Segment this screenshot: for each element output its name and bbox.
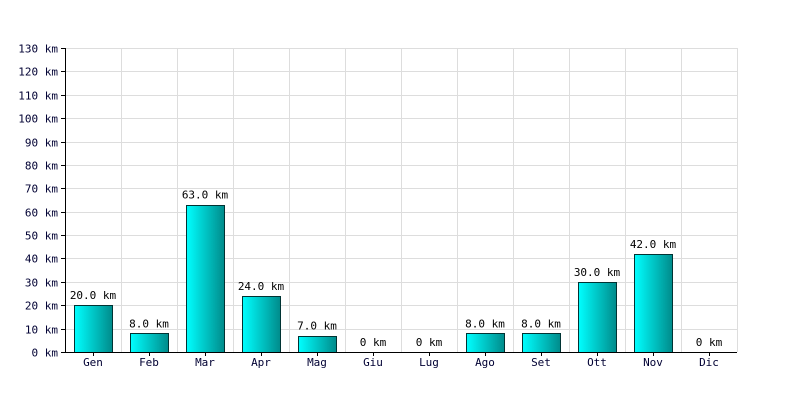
bar-apr — [242, 296, 281, 353]
bar-nov — [634, 254, 673, 353]
y-tick-label: 80 km — [25, 160, 58, 173]
y-axis-ticks: 0 km 10 km 20 km 30 km 40 km 50 km 60 km 70 km 8… — [18, 43, 65, 360]
x-tick-label-set: Set — [531, 356, 551, 369]
y-tick-label: 60 km — [25, 207, 58, 220]
data-label-nov: 42.0 km — [630, 238, 677, 251]
x-tick-label-ago: Ago — [475, 356, 495, 369]
data-label-mar: 63.0 km — [182, 189, 229, 202]
y-tick-label: 90 km — [25, 137, 58, 150]
y-tick-label: 30 km — [25, 277, 58, 290]
data-label-feb: 8.0 km — [129, 317, 169, 330]
y-tick-label: 110 km — [18, 90, 58, 103]
data-label-mag: 7.0 km — [297, 320, 337, 333]
data-label-giu: 0 km — [360, 336, 387, 349]
bar-ott — [578, 282, 617, 353]
data-label-dic: 0 km — [696, 336, 723, 349]
axes — [65, 48, 737, 353]
y-tick-label: 70 km — [25, 183, 58, 196]
bar-feb — [130, 333, 169, 353]
bar-mar — [186, 205, 225, 353]
bars — [74, 205, 673, 353]
y-tick-label: 50 km — [25, 230, 58, 243]
data-label-set: 8.0 km — [521, 317, 561, 330]
data-labels: 20.0 km 8.0 km 63.0 km 24.0 km 7.0 km 0 km 0 k… — [70, 189, 723, 349]
x-tick-label-dic: Dic — [699, 356, 719, 369]
x-tick-label-apr: Apr — [251, 356, 271, 369]
x-tick-label-lug: Lug — [419, 356, 439, 369]
data-label-gen: 20.0 km — [70, 289, 117, 302]
y-tick-label: 0 km — [32, 347, 59, 360]
bar-mag — [298, 336, 337, 353]
x-tick-label-giu: Giu — [363, 356, 383, 369]
y-tick-label: 120 km — [18, 66, 58, 79]
bar-set — [522, 333, 561, 353]
y-tick-label: 20 km — [25, 300, 58, 313]
x-tick-label-gen: Gen — [83, 356, 103, 369]
x-axis-ticks: Gen Feb Mar Apr Mag Giu Lug Ago Set Ott Nov Dic — [83, 352, 719, 369]
x-tick-label-mag: Mag — [307, 356, 327, 369]
data-label-lug: 0 km — [416, 336, 443, 349]
data-label-ago: 8.0 km — [465, 317, 505, 330]
y-tick-label: 100 km — [18, 113, 58, 126]
data-label-ott: 30.0 km — [574, 266, 621, 279]
x-tick-label-nov: Nov — [643, 356, 663, 369]
grid — [65, 48, 738, 352]
x-tick-label-feb: Feb — [139, 356, 159, 369]
y-tick-label: 130 km — [18, 43, 58, 56]
bar-ago — [466, 333, 505, 353]
x-tick-label-mar: Mar — [195, 356, 215, 369]
bar-gen — [74, 305, 113, 353]
y-tick-label: 10 km — [25, 324, 58, 337]
y-tick-label: 40 km — [25, 253, 58, 266]
x-tick-label-ott: Ott — [587, 356, 607, 369]
data-label-apr: 24.0 km — [238, 280, 285, 293]
